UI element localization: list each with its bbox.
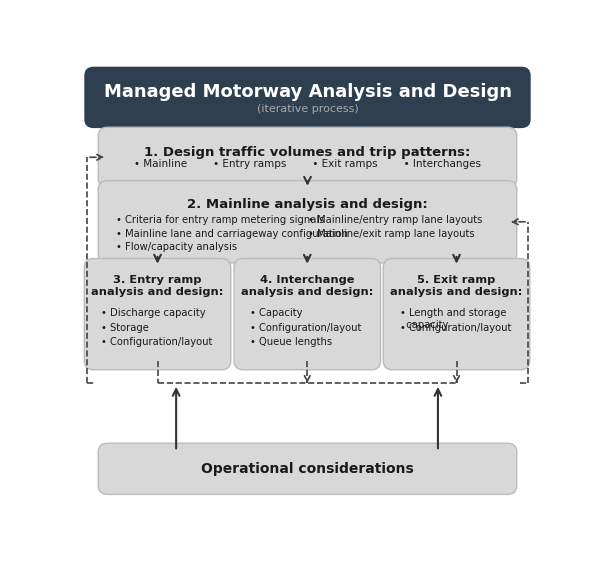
Text: • Mainline lane and carriageway configuration: • Mainline lane and carriageway configur… (116, 229, 348, 239)
Text: • Configuration/layout: • Configuration/layout (400, 323, 511, 332)
Text: 4. Interchange
analysis and design:: 4. Interchange analysis and design: (241, 275, 373, 297)
Text: • Criteria for entry ramp metering signals: • Criteria for entry ramp metering signa… (116, 216, 325, 225)
FancyBboxPatch shape (84, 258, 231, 370)
FancyBboxPatch shape (383, 258, 530, 370)
Text: • Mainline        • Entry ramps        • Exit ramps        • Interchanges: • Mainline • Entry ramps • Exit ramps • … (134, 158, 481, 169)
Text: Managed Motorway Analysis and Design: Managed Motorway Analysis and Design (104, 83, 511, 101)
Text: Operational considerations: Operational considerations (201, 462, 414, 476)
FancyBboxPatch shape (234, 258, 380, 370)
Text: • Flow/capacity analysis: • Flow/capacity analysis (116, 242, 237, 252)
Text: 5. Exit ramp
analysis and design:: 5. Exit ramp analysis and design: (391, 275, 523, 297)
Text: • Configuration/layout: • Configuration/layout (101, 337, 212, 347)
Text: • Discharge capacity: • Discharge capacity (101, 308, 205, 318)
FancyBboxPatch shape (84, 66, 531, 128)
Text: • Storage: • Storage (101, 323, 148, 332)
Text: (iterative process): (iterative process) (257, 105, 358, 114)
Text: • Configuration/layout: • Configuration/layout (250, 323, 362, 332)
Text: • Mainline/exit ramp lane layouts: • Mainline/exit ramp lane layouts (308, 229, 474, 239)
Text: • Capacity: • Capacity (250, 308, 303, 318)
Text: • Length and storage
  capacity: • Length and storage capacity (400, 308, 506, 330)
Text: 2. Mainline analysis and design:: 2. Mainline analysis and design: (187, 198, 428, 210)
Text: 1. Design traffic volumes and trip patterns:: 1. Design traffic volumes and trip patte… (145, 146, 470, 159)
Text: • Mainline/entry ramp lane layouts: • Mainline/entry ramp lane layouts (308, 216, 482, 225)
FancyBboxPatch shape (98, 443, 517, 494)
Text: 3. Entry ramp
analysis and design:: 3. Entry ramp analysis and design: (91, 275, 224, 297)
Text: • Queue lengths: • Queue lengths (250, 337, 332, 347)
FancyBboxPatch shape (98, 127, 517, 187)
FancyBboxPatch shape (98, 180, 517, 263)
